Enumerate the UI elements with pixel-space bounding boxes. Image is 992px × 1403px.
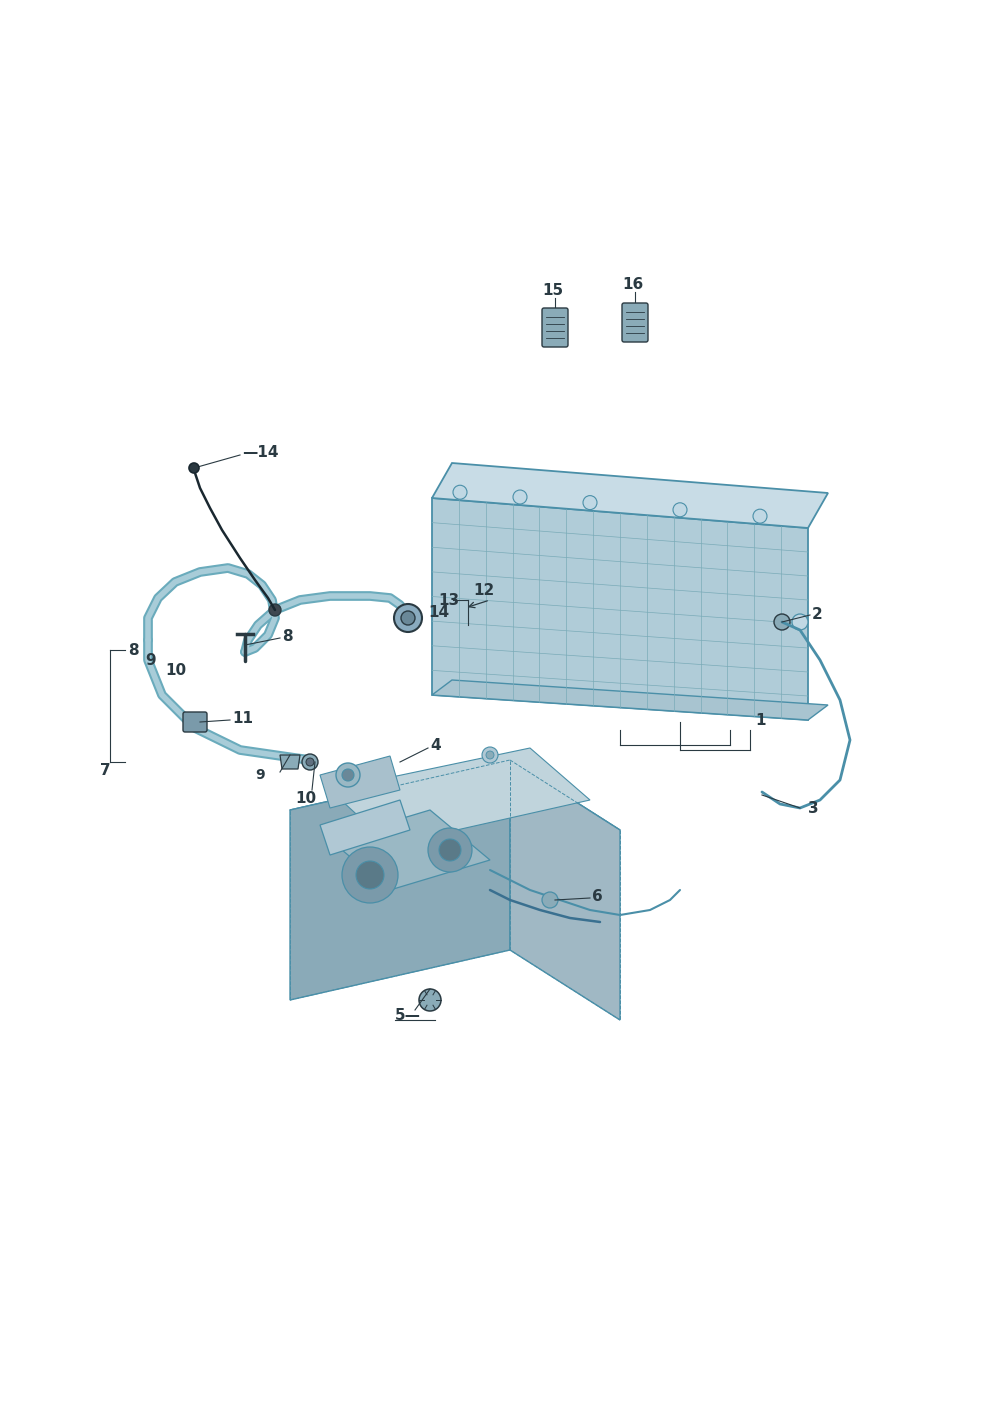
Text: 6: 6 bbox=[592, 888, 603, 904]
Circle shape bbox=[753, 509, 767, 523]
Text: 4: 4 bbox=[430, 738, 440, 752]
Polygon shape bbox=[432, 680, 828, 720]
Circle shape bbox=[792, 615, 808, 630]
Text: 8: 8 bbox=[282, 629, 293, 644]
Text: 9: 9 bbox=[145, 652, 156, 668]
Circle shape bbox=[673, 502, 687, 516]
Circle shape bbox=[439, 839, 461, 861]
Text: 3: 3 bbox=[808, 801, 818, 815]
Circle shape bbox=[482, 746, 498, 763]
Polygon shape bbox=[320, 800, 410, 854]
Circle shape bbox=[513, 490, 527, 504]
FancyBboxPatch shape bbox=[622, 303, 648, 342]
Polygon shape bbox=[432, 463, 828, 528]
Circle shape bbox=[342, 769, 354, 781]
Text: 5—: 5— bbox=[395, 1007, 421, 1023]
Text: 2: 2 bbox=[812, 606, 822, 622]
Polygon shape bbox=[280, 755, 300, 769]
Circle shape bbox=[583, 495, 597, 509]
Circle shape bbox=[486, 751, 494, 759]
Text: 9: 9 bbox=[255, 767, 265, 781]
Circle shape bbox=[394, 605, 422, 631]
Polygon shape bbox=[330, 810, 490, 890]
Circle shape bbox=[269, 605, 281, 616]
Circle shape bbox=[401, 610, 415, 624]
Text: 10: 10 bbox=[295, 790, 316, 805]
Polygon shape bbox=[320, 756, 400, 808]
Text: 16: 16 bbox=[622, 276, 643, 292]
Text: 11: 11 bbox=[232, 710, 253, 725]
Polygon shape bbox=[290, 760, 510, 1000]
Circle shape bbox=[342, 847, 398, 904]
Circle shape bbox=[306, 758, 314, 766]
Text: 13: 13 bbox=[438, 592, 459, 607]
Polygon shape bbox=[290, 760, 620, 885]
Polygon shape bbox=[432, 498, 808, 720]
Text: 7: 7 bbox=[99, 762, 110, 777]
Text: 8: 8 bbox=[128, 643, 139, 658]
Circle shape bbox=[419, 989, 441, 1012]
Text: 15: 15 bbox=[542, 282, 563, 297]
Circle shape bbox=[336, 763, 360, 787]
Polygon shape bbox=[330, 748, 590, 845]
Circle shape bbox=[344, 772, 352, 779]
FancyBboxPatch shape bbox=[183, 711, 207, 732]
Circle shape bbox=[340, 767, 356, 783]
Polygon shape bbox=[510, 760, 620, 1020]
Circle shape bbox=[189, 463, 199, 473]
Circle shape bbox=[774, 615, 790, 630]
Circle shape bbox=[542, 892, 558, 908]
Text: 14: 14 bbox=[428, 605, 449, 620]
Text: 10: 10 bbox=[165, 662, 186, 678]
Circle shape bbox=[356, 861, 384, 890]
Circle shape bbox=[302, 753, 318, 770]
Text: 1: 1 bbox=[755, 713, 766, 728]
FancyBboxPatch shape bbox=[542, 309, 568, 347]
Text: —14: —14 bbox=[242, 445, 279, 460]
Text: 12: 12 bbox=[473, 582, 494, 598]
Circle shape bbox=[428, 828, 472, 873]
Circle shape bbox=[453, 485, 467, 499]
